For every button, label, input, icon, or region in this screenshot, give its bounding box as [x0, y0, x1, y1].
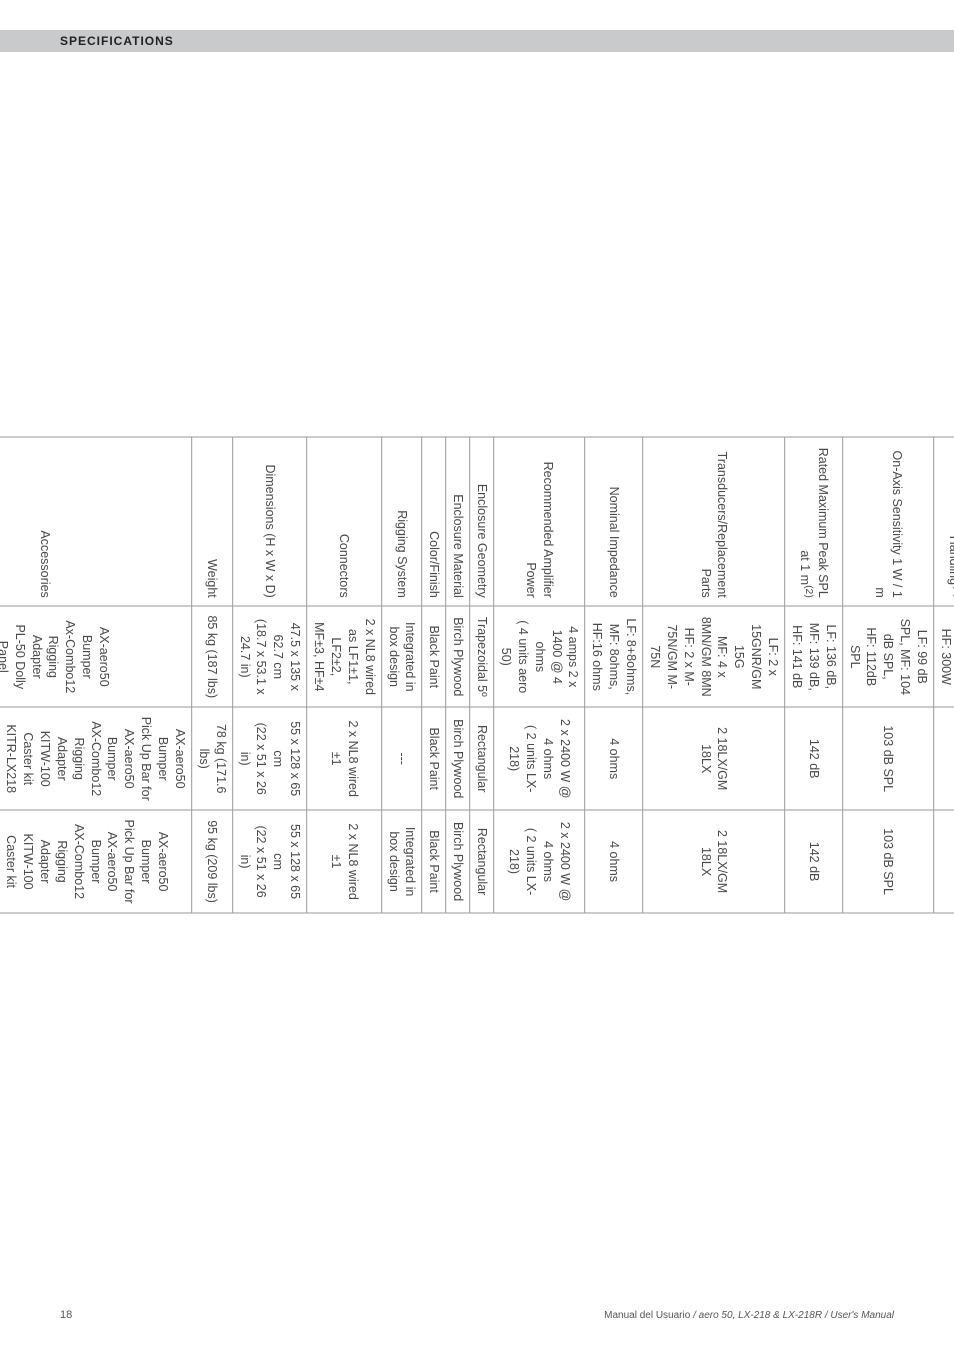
row-value: 47.5 x 135 x 62.7 cm(18.7 x 53.1 x 24.7 …	[232, 606, 307, 707]
row-label: Enclosure Geometry	[470, 437, 494, 606]
row-value: AX-aero50 BumperPick Up Bar for AX-aero5…	[0, 810, 192, 913]
page-footer: 18 Manual del Usuario / aero 50, LX-218 …	[60, 1309, 894, 1321]
row-value: 142 dB	[785, 810, 843, 913]
row-value: LF: 8+8ohms, MF: 8ohms,HF:16 ohms	[585, 606, 643, 707]
row-value: 95 kg (209 lbs)	[192, 810, 233, 913]
footer-manual-right: User's Manual	[830, 1310, 894, 1321]
row-value: Integrated in box design	[381, 810, 422, 913]
row-value: AX-aero50 BumperAx-Combo12 Rigging Adapt…	[0, 606, 192, 707]
row-value: Birch Plywood	[446, 707, 470, 810]
row-value: 4 ohms	[585, 707, 643, 810]
row-label: Accessories	[0, 437, 192, 606]
table-row: Enclosure GeometryTrapezoidal 5ºRectangu…	[470, 437, 494, 913]
row-value: 2 x 2400 W @ 4 ohms( 2 units LX-218)	[494, 707, 585, 810]
row-label: Recommended Amplifier Power	[494, 437, 585, 606]
table-row: Color/FinishBlack PaintBlack PaintBlack …	[422, 437, 446, 913]
row-value: 142 dB	[785, 707, 843, 810]
row-value: Birch Plywood	[446, 810, 470, 913]
row-value: 2 18LX/GM 18LX	[643, 810, 785, 913]
row-value: 78 kg (171.6 lbs)	[192, 707, 233, 810]
row-label: Rated Maximum Peak SPL at 1 m(2)	[785, 437, 843, 606]
table-body: Frequency Range (-10 dB)45 Hz – 20 kHz28…	[0, 437, 954, 913]
specifications-header-text: SPECIFICATIONS	[60, 34, 174, 48]
row-value: Black Paint	[422, 707, 446, 810]
row-value: 55 x 128 x 65 cm(22 x 51 x 26 in)	[232, 810, 307, 913]
table-row: Dimensions (H x W x D)47.5 x 135 x 62.7 …	[232, 437, 307, 913]
footer-manual-mid: / aero 50, LX-218 & LX-218R /	[690, 1310, 830, 1321]
table-row: AccessoriesAX-aero50 BumperAx-Combo12 Ri…	[0, 437, 192, 913]
row-value: LF: 136 dB, MF: 139 dB,HF: 141 dB	[785, 606, 843, 707]
table-row: On-Axis Sensitivity 1 W / 1 mLF: 99 dB S…	[842, 437, 933, 913]
row-label: Weight	[192, 437, 233, 606]
table-wrapper: Model aero 50 LX-218 LX-218R Frequency R…	[0, 437, 954, 914]
footer-manual-text: Manual del Usuario / aero 50, LX-218 & L…	[604, 1310, 894, 1321]
row-value: LF: 2 x 700 W, MF: 700W,HF: 300W	[934, 606, 954, 707]
row-label: Transducers/Replacement Parts	[643, 437, 785, 606]
row-value: LF: 99 dB SPL, MF: 104 dB SPL,HF: 112dB …	[842, 606, 933, 707]
row-value: 2000 W	[934, 707, 954, 810]
row-label: Rigging System	[381, 437, 422, 606]
row-value: 85 kg (187 lbs)	[192, 606, 233, 707]
row-value: 2 x NL8 wired ±1	[307, 810, 382, 913]
row-value: AX-aero50 BumperPick Up Bar for AX-aero5…	[0, 707, 192, 810]
row-label: Nominal Impedance	[585, 437, 643, 606]
row-label: Color/Finish	[422, 437, 446, 606]
table-row: Weight85 kg (187 lbs)78 kg (171.6 lbs)95…	[192, 437, 233, 913]
table-row: Rigging SystemIntegrated in box design--…	[381, 437, 422, 913]
row-value: 2000 W	[934, 810, 954, 913]
table-row: Rated Maximum Peak SPL at 1 m(2)LF: 136 …	[785, 437, 843, 913]
row-label: Enclosure Material	[446, 437, 470, 606]
table-row: Transducers/Replacement PartsLF: 2 x 15G…	[643, 437, 785, 913]
row-value: 4 amps 2 x 1400 @ 4 ohms( 4 units aero 5…	[494, 606, 585, 707]
row-value: 4 ohms	[585, 810, 643, 913]
row-value: Rectangular	[470, 707, 494, 810]
row-value: 103 dB SPL	[842, 810, 933, 913]
row-value: Birch Plywood	[446, 606, 470, 707]
row-value: 103 dB SPL	[842, 707, 933, 810]
row-value: Trapezoidal 5º	[470, 606, 494, 707]
row-label: On-Axis Sensitivity 1 W / 1 m	[842, 437, 933, 606]
row-value: LF: 2 x 15GNR/GM 15GMF: 4 x 8MN/GM 8MNHF…	[643, 606, 785, 707]
table-row: RMS (Average) Power Handling(1)LF: 2 x 7…	[934, 437, 954, 913]
table-row: Connectors2 x NL8 wired as LF1±1, LF2±2,…	[307, 437, 382, 913]
table-row: Nominal ImpedanceLF: 8+8ohms, MF: 8ohms,…	[585, 437, 643, 913]
table-row: Recommended Amplifier Power4 amps 2 x 14…	[494, 437, 585, 913]
row-value: Rectangular	[470, 810, 494, 913]
row-value: Black Paint	[422, 606, 446, 707]
page-number: 18	[60, 1309, 72, 1321]
row-value: Integrated in box design	[381, 606, 422, 707]
table-row: Enclosure MaterialBirch PlywoodBirch Ply…	[446, 437, 470, 913]
row-value: 2 x NL8 wired ±1	[307, 707, 382, 810]
row-value: 2 x 2400 W @ 4 ohms( 2 units LX-218)	[494, 810, 585, 913]
row-value: ---	[381, 707, 422, 810]
footer-manual-left: Manual del Usuario	[604, 1310, 690, 1321]
row-value: 2 18LX/GM 18LX	[643, 707, 785, 810]
specifications-header: SPECIFICATIONS	[0, 30, 954, 52]
row-label: Connectors	[307, 437, 382, 606]
specifications-table: Model aero 50 LX-218 LX-218R Frequency R…	[0, 437, 954, 914]
row-value: 2 x NL8 wired as LF1±1, LF2±2,MF±3, HF±4	[307, 606, 382, 707]
row-label: Dimensions (H x W x D)	[232, 437, 307, 606]
row-value: 55 x 128 x 65 cm(22 x 51 x 26 in)	[232, 707, 307, 810]
row-value: Black Paint	[422, 810, 446, 913]
row-label: RMS (Average) Power Handling(1)	[934, 437, 954, 606]
